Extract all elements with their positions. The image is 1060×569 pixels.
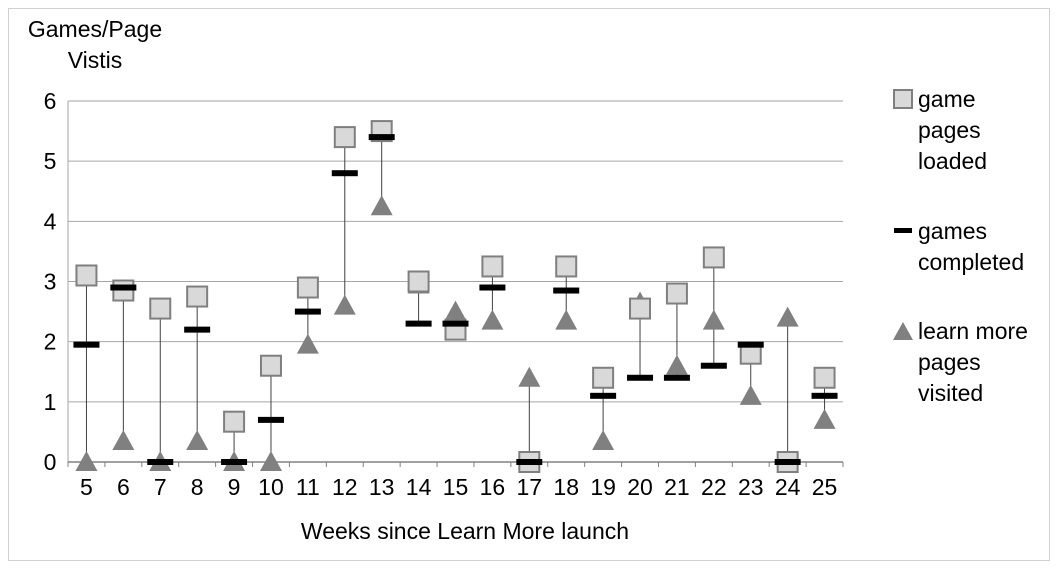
y-tick-label: 2 [44, 329, 57, 355]
y-tick-label: 0 [44, 449, 57, 475]
dash-point-games-completed [221, 459, 248, 465]
triangle-point-learn-more [296, 333, 319, 354]
x-tick-label: 15 [443, 474, 469, 500]
x-tick-label: 12 [332, 474, 358, 500]
dash-point-games-completed [737, 341, 764, 348]
square-point-game-pages [407, 270, 430, 293]
triangle-point-learn-more [776, 306, 799, 327]
x-tick-label: 21 [664, 474, 690, 500]
square-point-game-pages [629, 297, 652, 320]
square-point-game-pages [665, 282, 688, 305]
dash-point-games-completed [479, 284, 506, 291]
x-tick-label: 19 [590, 474, 616, 500]
y-tick-label: 1 [44, 389, 57, 415]
x-tick-label: 9 [228, 474, 241, 500]
legend-item-learn-more-pages-visited: learn more pages visited [892, 316, 1057, 416]
dash-marker-icon [894, 228, 912, 233]
triangle-point-learn-more [702, 309, 725, 330]
square-point-game-pages [702, 246, 725, 269]
legend-item-game-pages-loaded: game pages loaded [892, 84, 1057, 184]
triangle-point-learn-more [333, 294, 356, 315]
legend-label: games completed [918, 218, 1025, 275]
square-point-game-pages [112, 279, 135, 302]
triangle-point-learn-more [370, 195, 393, 216]
triangle-point-learn-more [75, 451, 98, 471]
dash-point-games-completed [147, 459, 174, 465]
x-tick-label: 20 [627, 474, 653, 500]
legend-label: game pages loaded [918, 86, 988, 174]
x-tick-label: 7 [154, 474, 167, 500]
dash-point-games-completed [257, 416, 284, 423]
triangle-point-learn-more [555, 309, 578, 330]
dash-point-games-completed [368, 134, 395, 141]
x-tick-label: 25 [812, 474, 838, 500]
square-point-game-pages [75, 264, 98, 287]
x-tick-label: 16 [480, 474, 506, 500]
dash-point-games-completed [663, 374, 690, 381]
legend: game pages loaded games completed learn … [892, 84, 1057, 416]
x-tick-label: 6 [117, 474, 130, 500]
x-tick-label: 13 [369, 474, 395, 500]
dash-point-games-completed [700, 362, 727, 369]
triangle-point-learn-more [592, 429, 615, 450]
square-point-game-pages [259, 354, 282, 377]
square-marker-icon [893, 89, 913, 109]
dash-point-games-completed [590, 392, 617, 399]
y-tick-label: 3 [44, 269, 57, 295]
square-point-game-pages [333, 126, 356, 149]
x-tick-label: 24 [775, 474, 801, 500]
y-axis-label-text: Games/Page Vistis [27, 16, 163, 73]
dash-point-games-completed [294, 308, 321, 315]
dash-point-games-completed [516, 459, 543, 465]
dash-point-games-completed [811, 392, 838, 399]
x-tick-label: 18 [553, 474, 579, 500]
y-axis-label: Games/Page Vistis [10, 14, 180, 76]
y-tick-label: 5 [44, 148, 57, 174]
dash-point-games-completed [774, 459, 801, 465]
square-point-game-pages [186, 285, 209, 308]
dash-point-games-completed [184, 326, 211, 333]
x-axis-label: Weeks since Learn More launch [300, 518, 630, 544]
triangle-point-learn-more [739, 384, 762, 405]
triangle-point-learn-more [186, 429, 209, 450]
square-point-game-pages [481, 255, 504, 278]
x-tick-label: 17 [517, 474, 543, 500]
triangle-point-learn-more [444, 300, 467, 321]
x-tick-label: 22 [701, 474, 727, 500]
triangle-point-learn-more [481, 309, 504, 330]
x-tick-label: 11 [296, 474, 320, 500]
legend-item-games-completed: games completed [892, 216, 1057, 316]
dash-point-games-completed [110, 284, 137, 291]
triangle-marker-icon [893, 322, 913, 340]
square-point-game-pages [555, 255, 578, 278]
triangle-point-learn-more [112, 429, 135, 450]
y-tick-label: 6 [44, 88, 57, 114]
dash-point-games-completed [405, 320, 432, 327]
legend-label: learn more pages visited [918, 318, 1028, 406]
square-point-game-pages [592, 366, 615, 389]
square-point-game-pages [223, 410, 246, 433]
square-point-game-pages [149, 297, 172, 320]
x-tick-label: 10 [258, 474, 284, 500]
dash-point-games-completed [627, 374, 654, 381]
dash-point-games-completed [442, 320, 469, 327]
triangle-point-learn-more [813, 408, 836, 429]
square-point-game-pages [813, 366, 836, 389]
x-tick-label: 8 [191, 474, 204, 500]
x-tick-label: 14 [406, 474, 432, 500]
triangle-point-learn-more [665, 354, 688, 375]
dash-point-games-completed [553, 287, 580, 294]
y-tick-label: 4 [44, 208, 57, 234]
square-point-game-pages [296, 276, 319, 299]
dash-point-games-completed [73, 341, 100, 348]
x-tick-label: 5 [80, 474, 93, 500]
triangle-point-learn-more [518, 366, 541, 387]
dash-point-games-completed [331, 170, 358, 177]
triangle-point-learn-more [259, 451, 282, 471]
x-tick-label: 23 [738, 474, 764, 500]
chart-frame [8, 8, 1050, 561]
